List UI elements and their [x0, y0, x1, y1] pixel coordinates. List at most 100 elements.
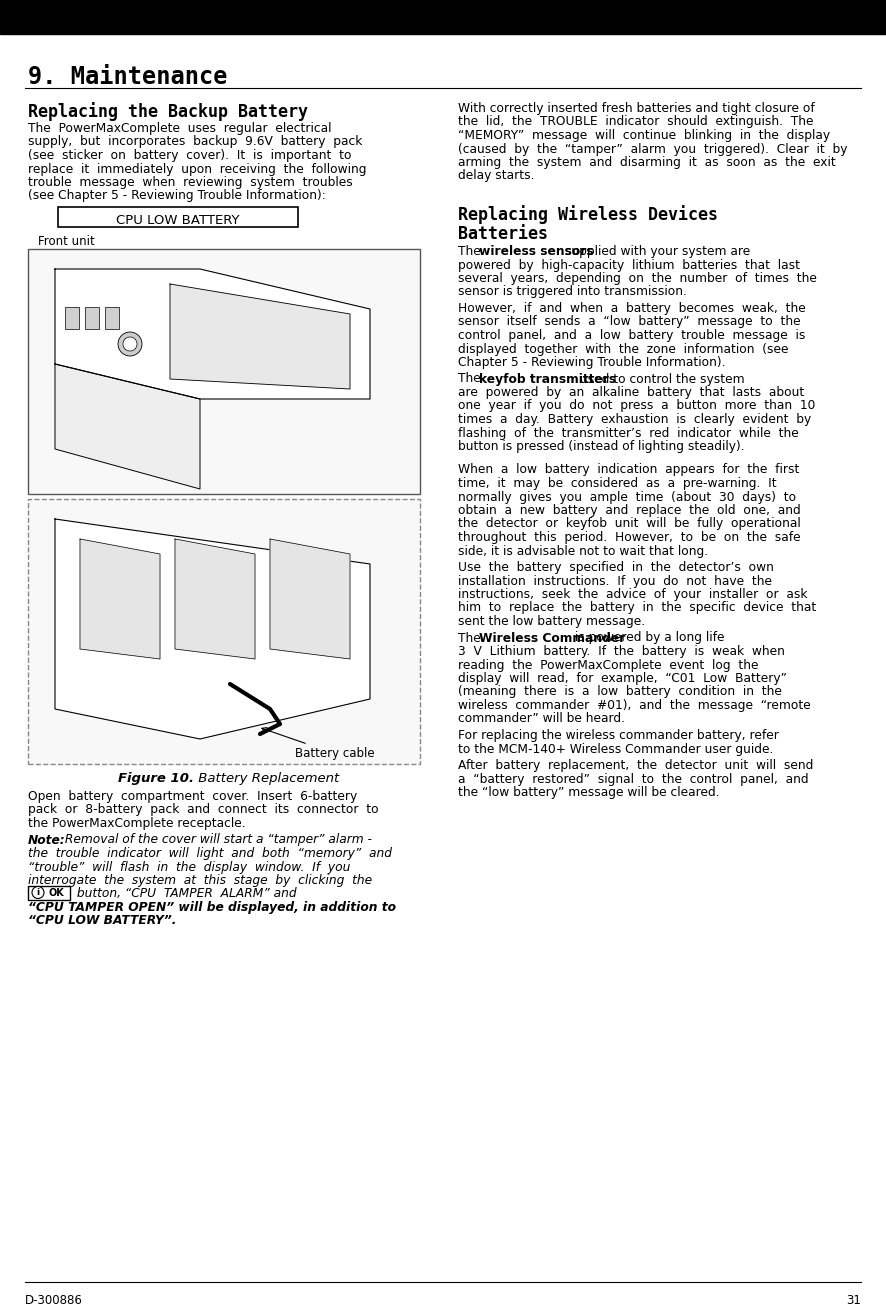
Text: instructions,  seek  the  advice  of  your  installer  or  ask: instructions, seek the advice of your in…: [458, 588, 807, 601]
Text: 9. Maintenance: 9. Maintenance: [28, 66, 228, 89]
Text: flashing  of  the  transmitter’s  red  indicator  while  the: flashing of the transmitter’s red indica…: [458, 426, 799, 440]
Text: “CPU LOW BATTERY”.: “CPU LOW BATTERY”.: [28, 914, 176, 928]
Text: the “low battery” message will be cleared.: the “low battery” message will be cleare…: [458, 786, 719, 799]
Text: When  a  low  battery  indication  appears  for  the  first: When a low battery indication appears fo…: [458, 463, 799, 476]
Text: normally  gives  you  ample  time  (about  30  days)  to: normally gives you ample time (about 30 …: [458, 491, 797, 504]
Circle shape: [32, 887, 44, 899]
Polygon shape: [55, 363, 200, 489]
Text: control  panel,  and  a  low  battery  trouble  message  is: control panel, and a low battery trouble…: [458, 329, 805, 342]
Text: CPU LOW BATTERY: CPU LOW BATTERY: [116, 214, 240, 227]
Text: the PowerMaxComplete receptacle.: the PowerMaxComplete receptacle.: [28, 817, 245, 830]
Text: Replacing the Backup Battery: Replacing the Backup Battery: [28, 102, 308, 121]
Text: sent the low battery message.: sent the low battery message.: [458, 615, 645, 628]
Text: The: The: [458, 631, 485, 644]
Text: MAINTENANCE: MAINTENANCE: [768, 8, 874, 22]
Text: arming  the  system  and  disarming  it  as  soon  as  the  exit: arming the system and disarming it as so…: [458, 156, 835, 169]
Circle shape: [123, 337, 137, 352]
Bar: [28, 886, 70, 900]
Text: sensor  itself  sends  a  “low  battery”  message  to  the: sensor itself sends a “low battery” mess…: [458, 315, 801, 328]
Text: Note:: Note:: [28, 833, 66, 846]
Text: the  trouble  indicator  will  light  and  both  “memory”  and: the trouble indicator will light and bot…: [28, 848, 392, 859]
Text: Chapter 5 - Reviewing Trouble Information).: Chapter 5 - Reviewing Trouble Informatio…: [458, 356, 726, 369]
Text: pack  or  8-battery  pack  and  connect  its  connector  to: pack or 8-battery pack and connect its c…: [28, 803, 378, 816]
Text: supply,  but  incorporates  backup  9.6V  battery  pack: supply, but incorporates backup 9.6V bat…: [28, 135, 362, 148]
Text: After  battery  replacement,  the  detector  unit  will  send: After battery replacement, the detector …: [458, 760, 813, 771]
Text: commander” will be heard.: commander” will be heard.: [458, 712, 625, 726]
Circle shape: [118, 332, 142, 356]
Text: Use  the  battery  specified  in  the  detector’s  own: Use the battery specified in the detecto…: [458, 562, 773, 575]
Text: are  powered  by  an  alkaline  battery  that  lasts  about: are powered by an alkaline battery that …: [458, 386, 804, 399]
Text: installation  instructions.  If  you  do  not  have  the: installation instructions. If you do not…: [458, 575, 772, 588]
Text: (meaning  there  is  a  low  battery  condition  in  the: (meaning there is a low battery conditio…: [458, 685, 781, 698]
Text: OK: OK: [48, 887, 64, 897]
Text: However,  if  and  when  a  battery  becomes  weak,  the: However, if and when a battery becomes w…: [458, 302, 805, 315]
Text: display  will  read,  for  example,  “C01  Low  Battery”: display will read, for example, “C01 Low…: [458, 672, 787, 685]
Text: The: The: [458, 245, 485, 258]
Text: interrogate  the  system  at  this  stage  by  clicking  the: interrogate the system at this stage by …: [28, 874, 372, 887]
Bar: [28, 249, 420, 495]
Polygon shape: [175, 539, 255, 659]
Text: wireless  commander  #01),  and  the  message  “remote: wireless commander #01), and the message…: [458, 699, 811, 712]
Polygon shape: [55, 269, 370, 399]
Bar: [0, 0, 886, 34]
Text: sensor is triggered into transmission.: sensor is triggered into transmission.: [458, 286, 687, 299]
Text: The: The: [458, 373, 485, 386]
Bar: [85, 307, 99, 329]
Text: button, “CPU  TAMPER  ALARM” and: button, “CPU TAMPER ALARM” and: [73, 887, 297, 900]
Text: 31: 31: [846, 1294, 861, 1307]
Text: throughout  this  period.  However,  to  be  on  the  safe: throughout this period. However, to be o…: [458, 531, 801, 544]
Polygon shape: [80, 539, 160, 659]
Polygon shape: [270, 539, 350, 659]
Text: With correctly inserted fresh batteries and tight closure of: With correctly inserted fresh batteries …: [458, 102, 815, 115]
Text: trouble  message  when  reviewing  system  troubles: trouble message when reviewing system tr…: [28, 176, 353, 189]
Text: replace  it  immediately  upon  receiving  the  following: replace it immediately upon receiving th…: [28, 163, 367, 176]
Text: The  PowerMaxComplete  uses  regular  electrical: The PowerMaxComplete uses regular electr…: [28, 122, 331, 135]
Text: time,  it  may  be  considered  as  a  pre-warning.  It: time, it may be considered as a pre-warn…: [458, 478, 777, 489]
Text: button is pressed (instead of lighting steadily).: button is pressed (instead of lighting s…: [458, 440, 744, 453]
Text: used to control the system: used to control the system: [577, 373, 745, 386]
Text: wireless sensors: wireless sensors: [478, 245, 594, 258]
Text: Figure 10.: Figure 10.: [118, 771, 194, 785]
Text: him  to  replace  the  battery  in  the  specific  device  that: him to replace the battery in the specif…: [458, 601, 816, 614]
Text: the  detector  or  keyfob  unit  will  be  fully  operational: the detector or keyfob unit will be full…: [458, 517, 801, 530]
Text: Wireless Commander: Wireless Commander: [478, 631, 625, 644]
Bar: [58, 207, 298, 227]
Text: a  “battery  restored”  signal  to  the  control  panel,  and: a “battery restored” signal to the contr…: [458, 773, 809, 786]
Text: Open  battery  compartment  cover.  Insert  6-battery: Open battery compartment cover. Insert 6…: [28, 790, 357, 803]
Text: Battery cable: Battery cable: [261, 728, 375, 760]
Text: one  year  if  you  do  not  press  a  button  more  than  10: one year if you do not press a button mo…: [458, 399, 815, 412]
Text: times  a  day.  Battery  exhaustion  is  clearly  evident  by: times a day. Battery exhaustion is clear…: [458, 413, 812, 426]
Text: Battery Replacement: Battery Replacement: [194, 771, 339, 785]
Text: the  lid,  the  TROUBLE  indicator  should  extinguish.  The: the lid, the TROUBLE indicator should ex…: [458, 115, 813, 129]
Text: (see  sticker  on  battery  cover).  It  is  important  to: (see sticker on battery cover). It is im…: [28, 150, 352, 161]
Text: Front unit: Front unit: [38, 235, 95, 248]
Text: “MEMORY”  message  will  continue  blinking  in  the  display: “MEMORY” message will continue blinking …: [458, 129, 830, 142]
Text: Removal of the cover will start a “tamper” alarm -: Removal of the cover will start a “tampe…: [61, 833, 372, 846]
Text: several  years,  depending  on  the  number  of  times  the: several years, depending on the number o…: [458, 272, 817, 285]
Text: (see Chapter 5 - Reviewing Trouble Information):: (see Chapter 5 - Reviewing Trouble Infor…: [28, 189, 326, 202]
Text: is powered by a long life: is powered by a long life: [571, 631, 725, 644]
Text: Replacing Wireless Devices: Replacing Wireless Devices: [458, 205, 718, 224]
Text: to the MCM-140+ Wireless Commander user guide.: to the MCM-140+ Wireless Commander user …: [458, 743, 773, 756]
Text: supplied with your system are: supplied with your system are: [561, 245, 750, 258]
Text: “CPU TAMPER OPEN” will be displayed, in addition to: “CPU TAMPER OPEN” will be displayed, in …: [28, 901, 396, 914]
Text: “trouble”  will  flash  in  the  display  window.  If  you: “trouble” will flash in the display wind…: [28, 861, 350, 874]
Polygon shape: [170, 283, 350, 388]
Text: powered  by  high-capacity  lithium  batteries  that  last: powered by high-capacity lithium batteri…: [458, 258, 800, 272]
Text: side, it is advisable not to wait that long.: side, it is advisable not to wait that l…: [458, 544, 708, 558]
Text: Batteries: Batteries: [458, 224, 548, 243]
Text: keyfob transmitters: keyfob transmitters: [478, 373, 616, 386]
Text: reading  the  PowerMaxComplete  event  log  the: reading the PowerMaxComplete event log t…: [458, 659, 758, 672]
Text: (caused  by  the  “tamper”  alarm  you  triggered).  Clear  it  by: (caused by the “tamper” alarm you trigge…: [458, 143, 848, 156]
Text: delay starts.: delay starts.: [458, 169, 534, 182]
Bar: [28, 499, 420, 764]
Bar: [105, 307, 119, 329]
Polygon shape: [55, 520, 370, 739]
Text: D-300886: D-300886: [25, 1294, 83, 1307]
Bar: [65, 307, 79, 329]
Text: displayed  together  with  the  zone  information  (see: displayed together with the zone informa…: [458, 342, 789, 356]
Text: obtain  a  new  battery  and  replace  the  old  one,  and: obtain a new battery and replace the old…: [458, 504, 801, 517]
Text: For replacing the wireless commander battery, refer: For replacing the wireless commander bat…: [458, 729, 779, 743]
Text: i: i: [36, 888, 40, 897]
Text: 3  V  Lithium  battery.  If  the  battery  is  weak  when: 3 V Lithium battery. If the battery is w…: [458, 646, 785, 659]
